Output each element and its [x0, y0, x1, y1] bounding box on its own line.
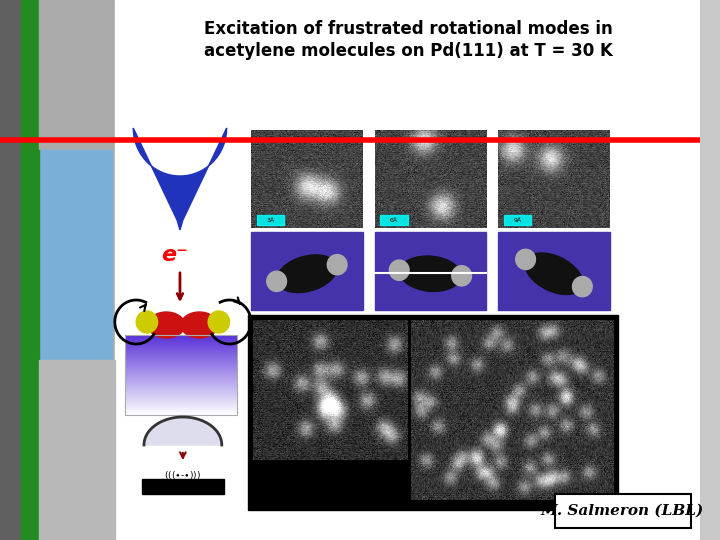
Bar [22, 0, 39, 480]
Circle shape [451, 266, 472, 286]
Ellipse shape [525, 253, 582, 294]
Circle shape [136, 311, 158, 333]
Text: Tip: Tip [164, 124, 196, 142]
Bar [0, 0, 114, 540]
Bar [142, 479, 224, 494]
Bar [498, 232, 610, 310]
Bar [504, 215, 531, 225]
Bar [39, 150, 112, 360]
Text: 9Å: 9Å [513, 218, 521, 222]
Circle shape [390, 260, 409, 280]
Circle shape [516, 249, 536, 269]
Polygon shape [133, 128, 227, 230]
FancyBboxPatch shape [555, 494, 690, 528]
Ellipse shape [181, 312, 218, 338]
Circle shape [267, 271, 287, 292]
Bar [0, 0, 22, 540]
Circle shape [572, 276, 593, 297]
Circle shape [328, 254, 347, 275]
Text: 6Å: 6Å [390, 218, 398, 222]
Text: e⁻: e⁻ [162, 245, 189, 265]
Text: ((($\bullet$-$\bullet$))): ((($\bullet$-$\bullet$))) [164, 469, 202, 481]
Bar [39, 360, 114, 540]
Polygon shape [144, 417, 222, 445]
Ellipse shape [400, 256, 461, 292]
Bar [251, 232, 363, 310]
Ellipse shape [148, 312, 185, 338]
Bar [248, 315, 618, 510]
Text: 3Å: 3Å [266, 218, 274, 222]
Text: Excitation of frustrated rotational modes in: Excitation of frustrated rotational mode… [204, 20, 613, 38]
Ellipse shape [277, 255, 337, 293]
Circle shape [208, 311, 230, 333]
Text: M. Salmeron (LBL): M. Salmeron (LBL) [541, 504, 704, 518]
Bar [374, 232, 487, 310]
Bar [380, 215, 408, 225]
Bar [39, 0, 114, 540]
Bar [257, 215, 284, 225]
Bar [22, 150, 39, 540]
Bar [125, 335, 238, 415]
Bar [114, 0, 701, 540]
Text: acetylene molecules on Pd(111) at T = 30 K: acetylene molecules on Pd(111) at T = 30… [204, 42, 613, 60]
